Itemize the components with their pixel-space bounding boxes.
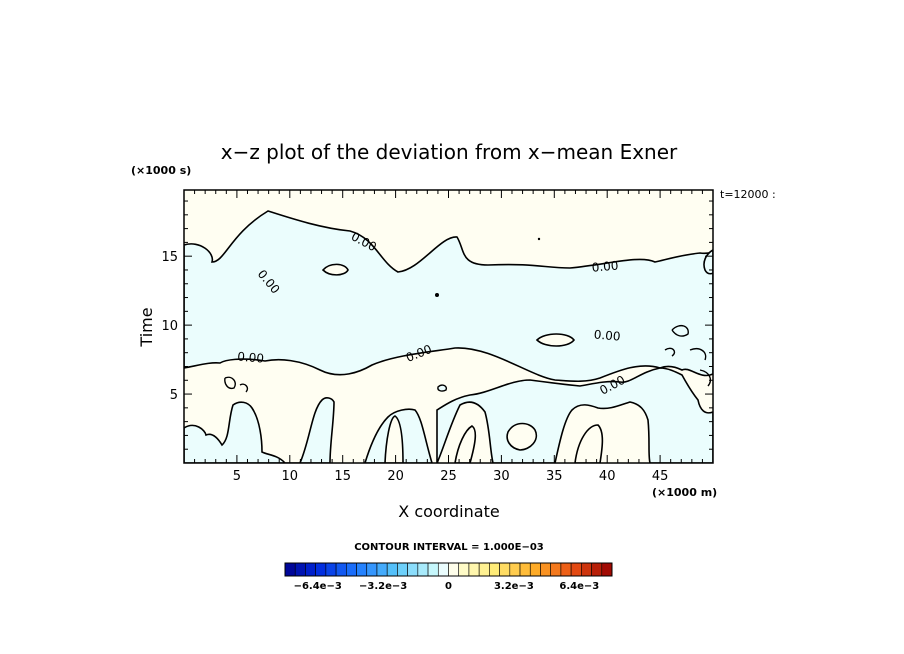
x-tick-label-25: 25 — [440, 469, 457, 484]
colorbar-bin-31 — [601, 562, 613, 577]
y-unit-label: (×1000 s) — [131, 164, 191, 177]
y-tick-label-10: 10 — [161, 319, 178, 334]
colorbar-tick-label-0: −6.4e−3 — [294, 581, 342, 592]
contour-squiggle-right — [664, 324, 712, 387]
colorbar: −6.4e−3 −3.2e−3 0 3.2e−3 6.4e−3 — [284, 562, 613, 592]
colorbar-bin-4 — [325, 562, 337, 577]
colorbar-bin-9 — [376, 562, 388, 577]
chart-title: x−z plot of the deviation from x−mean Ex… — [221, 140, 678, 164]
y-tick-label-5: 5 — [170, 388, 178, 403]
colorbar-bin-12 — [407, 562, 419, 577]
contour-squiggle-left — [224, 376, 249, 393]
x-tick-label-15: 15 — [334, 469, 351, 484]
colorbar-bin-14 — [427, 562, 439, 577]
colorbar-bin-25 — [540, 562, 551, 577]
colorbar-bin-0 — [284, 562, 296, 577]
x-tick-label-40: 40 — [599, 469, 616, 484]
colorbar-bin-28 — [570, 562, 582, 577]
colorbar-bin-22 — [509, 562, 521, 577]
x-tick-label-10: 10 — [282, 469, 299, 484]
contour-interval-text: CONTOUR INTERVAL = 1.000E−03 — [354, 542, 544, 553]
x-tick-label-35: 35 — [546, 469, 563, 484]
colorbar-bin-24 — [529, 562, 541, 577]
colorbar-bin-19 — [478, 562, 490, 577]
colorbar-bin-3 — [315, 562, 327, 577]
tiny-closed-contour-2 — [537, 237, 541, 241]
colorbar-tick-label-1: −3.2e−3 — [359, 581, 407, 592]
colorbar-bin-13 — [417, 562, 429, 577]
colorbar-bin-29 — [581, 562, 592, 577]
time-stamp-label: t=12000 : — [720, 188, 776, 201]
y-axis-title: Time — [137, 307, 156, 347]
positive-island-bottom-4 — [574, 424, 604, 463]
colorbar-bin-8 — [366, 562, 378, 577]
colorbar-outline — [284, 562, 613, 577]
colorbar-bin-11 — [397, 562, 408, 577]
x-axis-title: X coordinate — [398, 502, 499, 521]
contour-label-4: 0.00 — [237, 349, 265, 365]
colorbar-bin-17 — [458, 562, 470, 577]
y-tick-label-15: 15 — [161, 250, 178, 265]
positive-island-bottom-3 — [454, 425, 477, 463]
contour-label-2: 0.00 — [591, 258, 619, 274]
negative-island-small — [437, 384, 448, 392]
contour-label-3: 0.00 — [593, 327, 621, 343]
positive-island-bottom-2 — [506, 422, 538, 451]
colorbar-bin-20 — [489, 562, 500, 577]
negative-region-bottom-left — [184, 397, 335, 463]
axes: 5 10 15 20 25 30 35 40 45 5 10 15 — [161, 189, 714, 484]
x-tick-label-45: 45 — [652, 469, 669, 484]
colorbar-bin-15 — [437, 562, 449, 577]
colorbar-bin-5 — [335, 562, 347, 577]
colorbar-bin-7 — [356, 562, 368, 577]
colorbar-bin-30 — [591, 562, 603, 577]
colorbar-tick-label-3: 3.2e−3 — [494, 581, 534, 592]
x-tick-label-5: 5 — [233, 469, 241, 484]
colorbar-bin-10 — [386, 562, 398, 577]
colorbar-bin-2 — [305, 562, 316, 577]
colorbar-bin-18 — [468, 562, 480, 577]
colorbar-tick-label-4: 6.4e−3 — [559, 581, 599, 592]
negative-region-bottom-right — [436, 367, 713, 463]
colorbar-bin-6 — [346, 562, 357, 577]
colorbar-bin-21 — [499, 562, 511, 577]
x-tick-label-20: 20 — [387, 469, 404, 484]
colorbar-tick-label-2: 0 — [445, 581, 452, 592]
tiny-closed-contour-1 — [435, 293, 439, 297]
x-unit-label: (×1000 m) — [652, 486, 717, 499]
positive-island-bottom-1 — [384, 415, 404, 463]
colorbar-bin-27 — [560, 562, 572, 577]
contour-field — [184, 210, 713, 463]
colorbar-bin-1 — [294, 562, 306, 577]
colorbar-bin-26 — [550, 562, 562, 577]
x-tick-label-30: 30 — [493, 469, 510, 484]
colorbar-bin-23 — [519, 562, 531, 577]
negative-region-main — [184, 210, 713, 383]
colorbar-bin-16 — [448, 562, 460, 577]
